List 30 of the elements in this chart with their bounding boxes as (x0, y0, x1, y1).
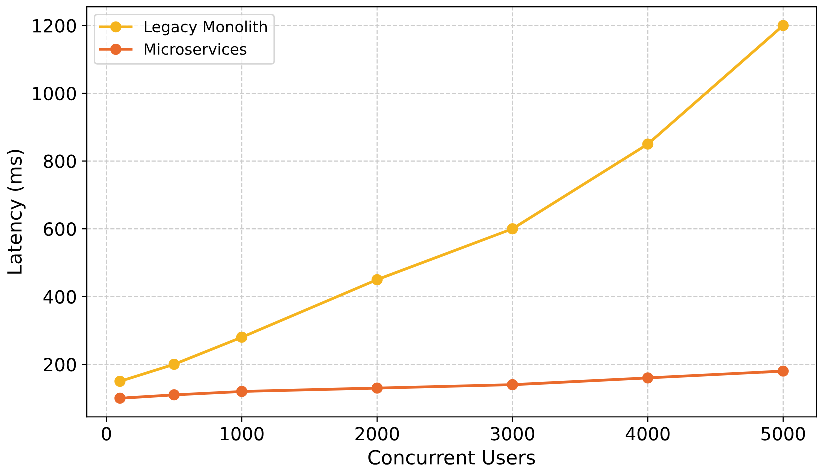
point (236, 386, 248, 398)
point (168, 359, 180, 370)
x-tick-label: 3000 (491, 427, 534, 441)
point (642, 372, 654, 384)
y-axis-title: Latency (ms) (7, 150, 26, 274)
y-tick-label: 1200 (33, 19, 76, 33)
point (236, 332, 248, 344)
y-tick-label: 400 (44, 290, 76, 304)
legend-label: Microservices (145, 43, 247, 56)
point (372, 382, 383, 394)
legend-label: Legacy Monolith (145, 20, 267, 36)
x-axis-title: Concurrent Users (368, 450, 536, 465)
y-tick-label: 1000 (33, 86, 76, 101)
y-tick-label: 200 (44, 358, 76, 372)
point (642, 138, 654, 150)
x-tick-label: 2000 (356, 427, 400, 441)
x-tick-label: 4000 (626, 427, 670, 441)
point (507, 379, 518, 390)
x-tick-label: 5000 (762, 427, 806, 441)
point (507, 224, 518, 235)
y-tick-label: 600 (44, 222, 76, 236)
point (778, 366, 789, 377)
point (372, 274, 383, 286)
point (778, 20, 789, 32)
x-tick-label: 1000 (221, 427, 264, 441)
point (114, 392, 126, 404)
y-tick-label: 800 (44, 154, 76, 168)
point (168, 390, 180, 401)
point (114, 376, 126, 388)
x-tick-label: 0 (102, 427, 112, 441)
